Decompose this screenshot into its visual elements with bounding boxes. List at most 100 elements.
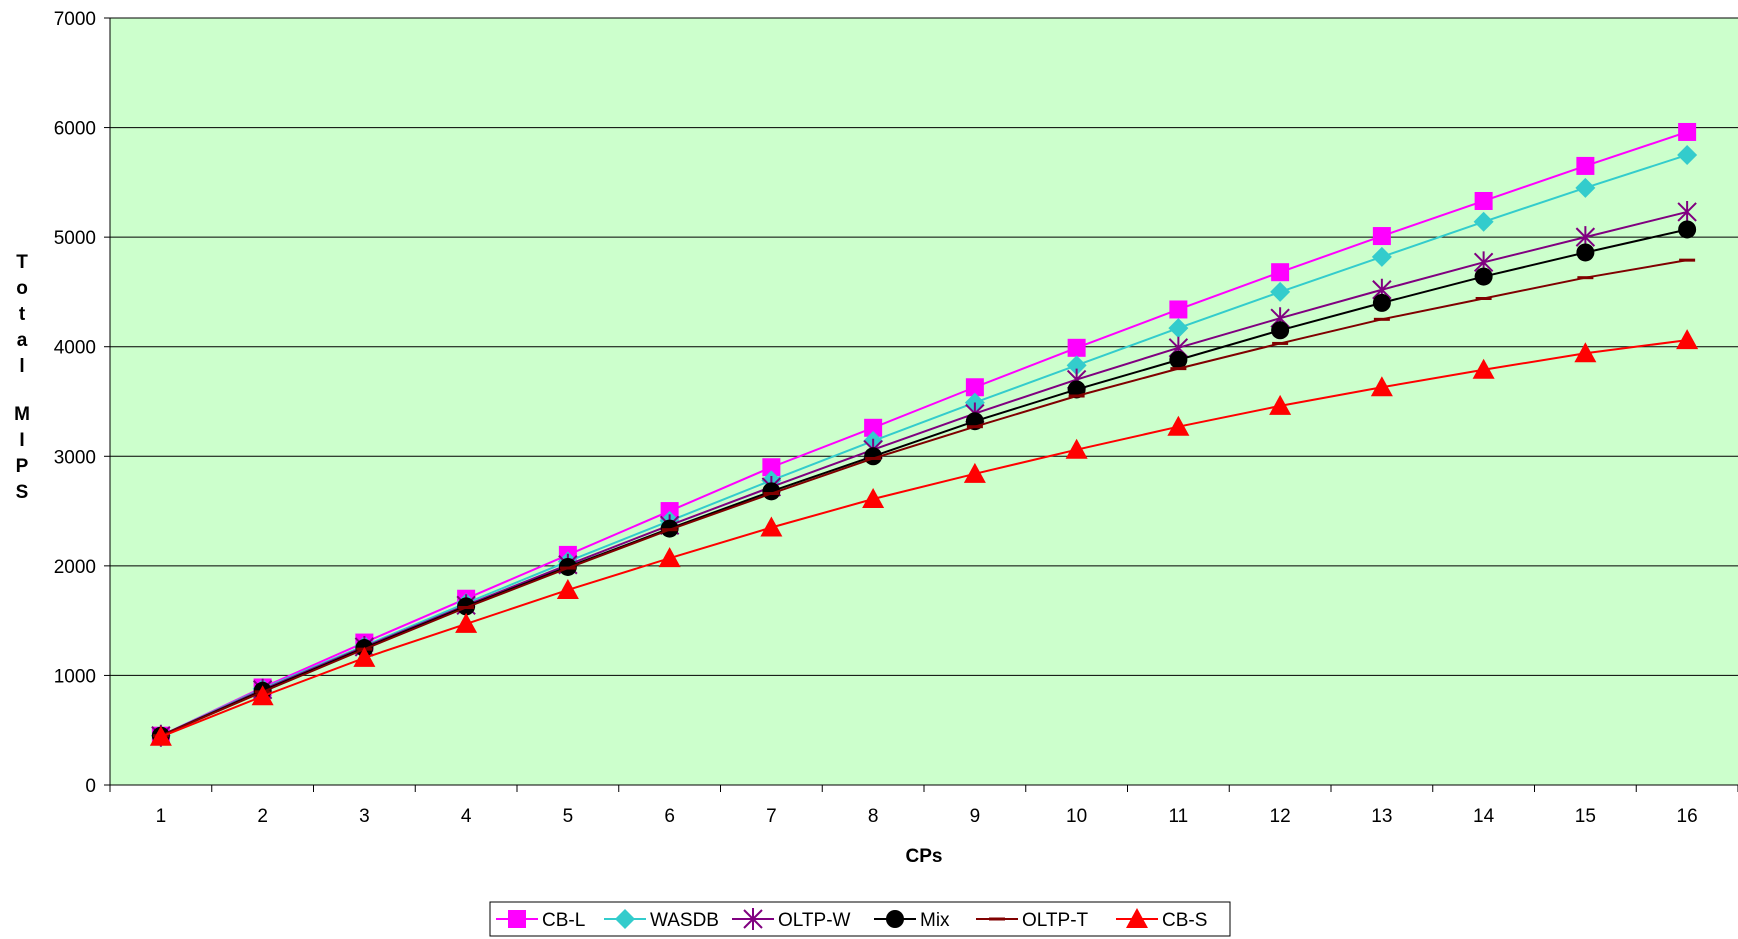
data-point-wasdb — [1371, 246, 1392, 267]
legend-label: WASDB — [650, 910, 719, 931]
data-point-oltp-t — [458, 605, 475, 609]
series-line-wasdb — [160, 154, 1688, 737]
data-point-oltp-t — [1170, 367, 1187, 371]
legend-swatch-marker — [989, 917, 1005, 921]
x-tick-label: 8 — [868, 806, 879, 827]
y-tick-label: 5000 — [54, 228, 96, 249]
data-point-cb-l — [762, 458, 781, 477]
y-axis-title-letter: T — [16, 252, 28, 273]
x-tick-label: 1 — [156, 806, 167, 827]
data-point-oltp-t — [1475, 297, 1492, 301]
data-point-wasdb — [1677, 144, 1698, 165]
series-group — [149, 122, 1699, 747]
x-tick-label: 10 — [1066, 806, 1087, 827]
y-tick-label: 2000 — [54, 557, 96, 578]
data-point-mix — [1474, 267, 1493, 286]
y-tick-label: 4000 — [54, 338, 96, 359]
legend-item-cb-l: CB-L — [496, 910, 585, 931]
data-point-oltp-t — [661, 528, 678, 532]
data-point-oltp-t — [865, 456, 882, 460]
data-point-oltp-t — [1272, 341, 1289, 345]
legend-item-wasdb: WASDB — [604, 909, 719, 931]
data-point-cb-s — [251, 685, 274, 706]
y-tick-label: 0 — [85, 776, 96, 797]
y-tick-label: 6000 — [54, 119, 96, 140]
legend-swatch-marker — [508, 910, 526, 928]
data-point-wasdb — [1270, 281, 1291, 302]
data-point-cb-l — [1067, 338, 1086, 357]
data-point-cb-s — [658, 547, 681, 568]
data-point-cb-l — [965, 378, 984, 397]
data-point-cb-s — [1167, 415, 1190, 436]
data-point-cb-l — [1474, 191, 1493, 210]
x-tick-label: 11 — [1169, 806, 1189, 827]
data-point-cb-s — [1676, 329, 1699, 350]
data-point-oltp-t — [1577, 276, 1594, 280]
legend-swatch-marker — [1126, 908, 1148, 928]
series-line-cb-l — [160, 131, 1688, 737]
y-axis-title-letter: a — [17, 330, 28, 351]
series-line-oltp-w — [160, 210, 1688, 737]
x-tick-label: 2 — [257, 806, 268, 827]
x-axis-ticks: 1 2 3 4 5 6 7 8 9 10 11 12 13 14 15 16 — [109, 785, 1738, 827]
data-point-cb-l — [1678, 122, 1697, 141]
data-point-cb-s — [353, 646, 376, 667]
x-tick-label: 12 — [1270, 806, 1291, 827]
legend-label: OLTP-T — [1022, 910, 1089, 931]
data-point-cb-l — [1372, 227, 1391, 246]
data-point-mix — [1372, 293, 1391, 312]
data-point-oltp-t — [1068, 394, 1085, 398]
y-axis-ticks: 0 1000 2000 3000 4000 5000 6000 7000 — [54, 9, 110, 797]
x-tick-label: 13 — [1371, 806, 1392, 827]
x-axis-title: CPs — [906, 846, 943, 867]
legend-item-oltp-t: OLTP-T — [976, 910, 1089, 931]
series-line-cb-s — [160, 339, 1688, 738]
series-cb-s — [149, 329, 1699, 746]
data-point-cb-l — [1576, 156, 1595, 175]
legend-item-mix: Mix — [874, 910, 950, 931]
x-tick-label: 3 — [359, 806, 370, 827]
x-tick-label: 4 — [461, 806, 472, 827]
data-point-cb-s — [149, 725, 172, 746]
x-tick-label: 7 — [766, 806, 777, 827]
plot-area — [110, 18, 1738, 785]
x-tick-label: 16 — [1677, 806, 1698, 827]
x-tick-label: 6 — [664, 806, 675, 827]
y-axis-title-letter: o — [16, 278, 28, 299]
series-line-mix — [160, 228, 1688, 737]
data-point-mix — [1576, 243, 1595, 262]
data-point-cb-l — [1271, 263, 1290, 282]
y-tick-label: 1000 — [54, 666, 96, 687]
y-axis-title-letter: M — [14, 404, 30, 425]
data-point-oltp-t — [763, 492, 780, 496]
data-point-wasdb — [1066, 355, 1087, 376]
legend-swatch-marker — [743, 908, 763, 930]
x-tick-label: 14 — [1473, 806, 1495, 827]
data-point-cb-s — [1065, 438, 1088, 459]
legend: CB-L WASDB OLTP-W Mix OLTP-T CB-S — [489, 901, 1231, 937]
legend-item-oltp-w: OLTP-W — [732, 908, 851, 931]
legend-label: CB-L — [542, 910, 585, 931]
x-tick-label: 9 — [970, 806, 981, 827]
data-point-oltp-t — [966, 425, 983, 429]
x-tick-label: 5 — [563, 806, 574, 827]
data-point-wasdb — [1575, 177, 1596, 198]
data-point-wasdb — [1473, 211, 1494, 232]
data-point-cb-s — [963, 462, 986, 483]
gridlines — [110, 17, 1738, 676]
data-point-cb-s — [1370, 376, 1393, 397]
data-point-oltp-w — [1677, 200, 1697, 223]
legend-swatch-marker — [615, 909, 635, 929]
y-axis-title-letter: I — [19, 430, 24, 451]
data-point-cb-s — [455, 612, 478, 633]
data-point-cb-s — [760, 516, 783, 537]
legend-label: CB-S — [1162, 910, 1207, 931]
legend-label: OLTP-W — [778, 910, 851, 931]
data-point-oltp-t — [1679, 258, 1696, 262]
legend-swatch-marker — [886, 910, 904, 928]
y-axis-title-letter: t — [19, 304, 26, 325]
data-point-cb-s — [862, 488, 885, 509]
data-point-oltp-t — [1373, 317, 1390, 321]
data-point-cb-l — [864, 418, 883, 437]
